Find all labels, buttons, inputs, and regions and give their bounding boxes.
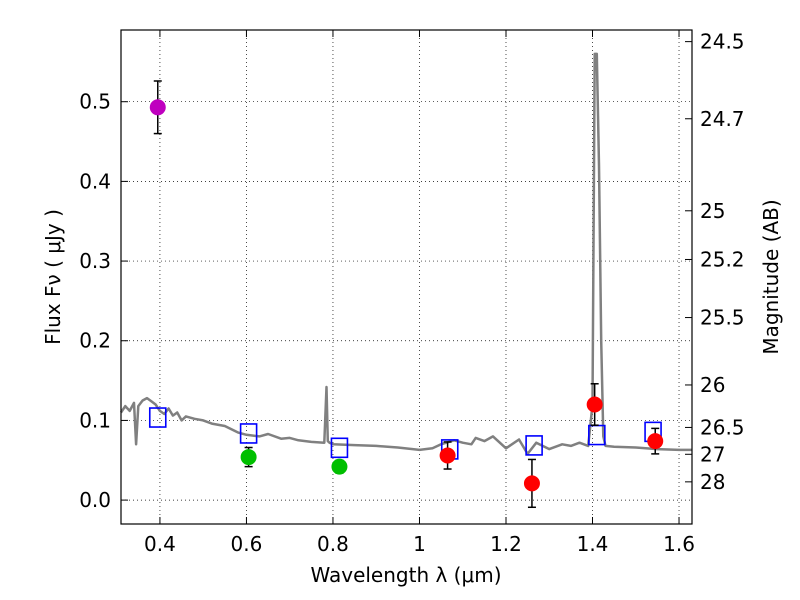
- observed-point: [149, 99, 166, 116]
- y-tick-label: 0.1: [79, 408, 111, 432]
- x-tick-label: 1: [413, 532, 426, 556]
- y-axis-label: Flux Fν ( μJy ): [41, 209, 65, 345]
- y2-tick-label: 25: [700, 199, 725, 223]
- y2-tick-label: 24.7: [700, 107, 745, 131]
- y2-axis-label: Magnitude (AB): [759, 199, 783, 354]
- y-tick-label: 0.2: [79, 329, 111, 353]
- observed-point: [586, 396, 603, 413]
- x-tick-label: 0.8: [317, 532, 349, 556]
- x-axis-label: Wavelength λ (μm): [310, 563, 501, 587]
- grid: [121, 30, 692, 524]
- y2-tick-label: 26: [700, 373, 725, 397]
- y-tick-label: 0.4: [79, 169, 111, 193]
- plot-frame: [120, 29, 693, 525]
- model-photometry-layer: [148, 407, 662, 460]
- y-tick-label: 0.5: [79, 90, 111, 114]
- model-spectrum-line: [119, 52, 692, 456]
- observed-point: [240, 449, 257, 466]
- y2-tick-label: 24.5: [700, 30, 745, 54]
- model-photometry-square: [148, 407, 167, 428]
- x-tick-label: 1.6: [663, 532, 695, 556]
- observed-photometry-layer: [149, 80, 664, 509]
- observed-point: [439, 447, 456, 464]
- observed-point: [331, 458, 348, 475]
- model-photometry-square: [239, 423, 258, 444]
- y-tick-label: 0.0: [79, 488, 111, 512]
- x-tick-label: 1.4: [577, 532, 609, 556]
- model-photometry-square: [330, 437, 349, 459]
- model-spectrum-layer: [119, 52, 692, 456]
- x-tick-label: 0.6: [231, 532, 263, 556]
- y2-tick-label: 27: [700, 442, 725, 466]
- y2-tick-label: 25.5: [700, 306, 745, 330]
- observed-point: [647, 433, 664, 450]
- model-photometry-square: [525, 435, 543, 456]
- x-tick-label: 1.2: [490, 532, 522, 556]
- observed-point: [523, 475, 540, 492]
- x-tick-label: 0.4: [144, 532, 176, 556]
- ticks: 0.4 0.6 0.8 1 1.2 1.4 1.6 0.0 0.1 0.2 0.3 0.4 0.5 24.…: [79, 30, 744, 556]
- y-tick-label: 0.3: [79, 249, 111, 273]
- y2-tick-label: 26.5: [700, 415, 745, 439]
- y2-tick-label: 28: [700, 470, 725, 494]
- y2-tick-label: 25.2: [700, 247, 745, 271]
